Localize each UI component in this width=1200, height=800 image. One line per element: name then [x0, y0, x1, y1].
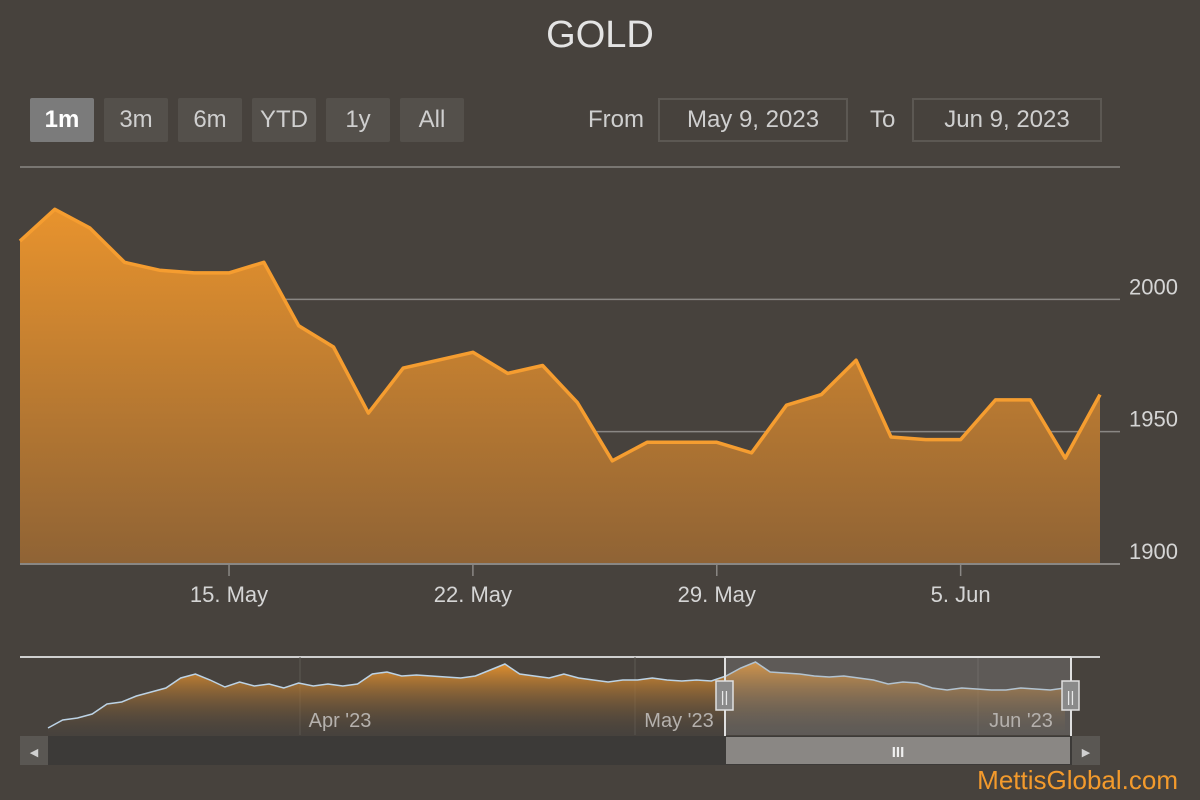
date-range-inputs: From May 9, 2023 To Jun 9, 2023	[0, 98, 1200, 142]
navigator-line	[47, 661, 1066, 729]
scrollbar: ◀ ▶ III	[20, 736, 1100, 765]
range-button-1m[interactable]: 1m	[30, 98, 94, 142]
range-button-all[interactable]: All	[400, 98, 464, 142]
navigator-label-may: May '23	[644, 710, 713, 732]
navigator-area	[48, 662, 1065, 735]
x-tick-label: 22. May	[434, 582, 512, 607]
navigator-label-apr: Apr '23	[309, 710, 372, 732]
watermark: MettisGlobal.com	[977, 765, 1178, 795]
scrollbar-thumb[interactable]	[726, 737, 1070, 764]
scroll-right-icon: ▶	[1082, 747, 1091, 759]
navigator-label-jun: Jun '23	[989, 710, 1053, 732]
to-date-input[interactable]: Jun 9, 2023	[912, 98, 1102, 142]
to-label: To	[870, 106, 896, 133]
price-line	[18, 207, 1102, 463]
from-date-input[interactable]: May 9, 2023	[658, 98, 848, 142]
scrollbar-right-button[interactable]	[1072, 736, 1100, 765]
range-selector: 1m 3m 6m YTD 1y All	[30, 98, 464, 142]
from-label: From	[588, 106, 644, 133]
range-button-ytd[interactable]: YTD	[252, 98, 316, 142]
y-tick-label-2000: 2000	[1129, 274, 1178, 299]
navigator: Apr '23 May '23 Jun '23 || ||	[20, 656, 1100, 764]
range-button-6m[interactable]: 6m	[178, 98, 242, 142]
x-tick-label: 15. May	[190, 582, 268, 607]
chart-title: GOLD	[546, 14, 654, 56]
range-button-3m[interactable]: 3m	[104, 98, 168, 142]
navigator-left-handle[interactable]: ||	[715, 680, 734, 711]
right-handle-grip: ||	[1067, 689, 1075, 706]
x-tick-label: 29. May	[678, 582, 756, 607]
scroll-left-icon: ◀	[30, 747, 39, 759]
navigator-selected-window[interactable]	[725, 657, 1071, 735]
y-tick-label-1950: 1950	[1129, 407, 1178, 432]
left-handle-grip: ||	[721, 689, 729, 706]
y-tick-label-1900: 1900	[1129, 539, 1178, 564]
range-button-1y[interactable]: 1y	[326, 98, 390, 142]
navigator-right-handle[interactable]: ||	[1061, 680, 1080, 711]
price-area	[20, 209, 1100, 565]
scrollbar-left-button[interactable]	[20, 736, 48, 765]
x-tick-label: 5. Jun	[931, 582, 991, 607]
scrollbar-grip-icon: III	[892, 744, 905, 761]
